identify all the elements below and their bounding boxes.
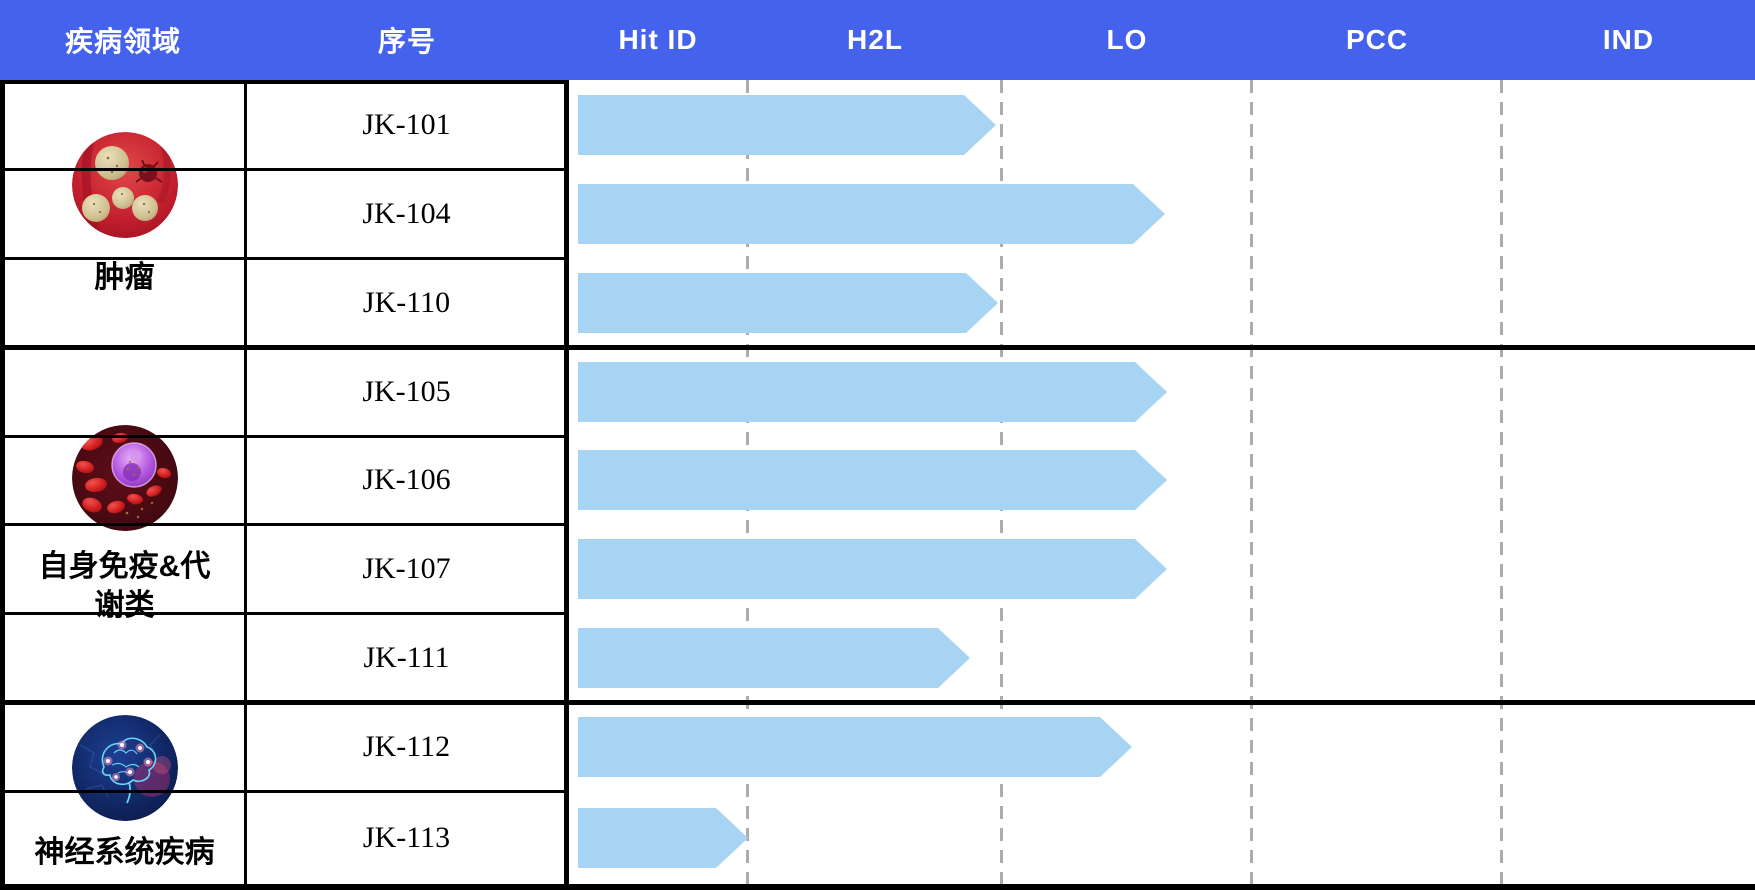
brain-neurons-image: [71, 715, 178, 821]
table-top-border: [0, 80, 569, 84]
program-id-cell: JK-104: [362, 196, 451, 230]
cancer-cells-image: [71, 132, 178, 238]
pipeline-progress-arrow: [578, 450, 1167, 510]
row-separator-line: [0, 790, 569, 793]
pipeline-progress-arrow: [578, 184, 1165, 244]
disease-group-autoimmune-metabolic: 自身免疫&代谢类: [5, 352, 244, 698]
row-separator-line: [0, 435, 569, 438]
cancer-cells-photo: [71, 132, 178, 238]
pipeline-progress-arrow: [578, 362, 1167, 422]
stage-gridline: [1500, 80, 1503, 884]
header-serial-number: 序号: [377, 26, 436, 57]
row-separator-line: [0, 523, 569, 526]
program-id-cell: JK-107: [362, 551, 451, 585]
column-divider-line: [564, 80, 569, 890]
header-stage-pcc: PCC: [1345, 24, 1409, 55]
program-id-cell: JK-112: [362, 729, 451, 763]
blood-cells-image: [71, 425, 178, 531]
brain-neurons-photo: [71, 715, 178, 821]
pipeline-progress-arrow: [578, 539, 1167, 599]
pipeline-progress-arrow: [578, 717, 1132, 777]
header-stage-hit-id: Hit ID: [618, 24, 698, 55]
row-separator-line: [0, 257, 569, 260]
blood-cells-photo: [71, 425, 178, 531]
header-stage-h2l: H2L: [847, 24, 903, 55]
program-id-cell: JK-105: [362, 374, 451, 408]
program-id-cell: JK-113: [362, 820, 451, 854]
program-id-cell: JK-101: [362, 107, 451, 141]
disease-area-label: 神经系统疾病: [34, 836, 215, 869]
stage-gridline: [1250, 80, 1253, 884]
pipeline-progress-arrow: [578, 808, 748, 868]
disease-area-label: 自身免疫&代谢类: [38, 550, 211, 622]
disease-area-label: 肿瘤: [94, 261, 155, 294]
program-id-cell: JK-110: [362, 285, 451, 319]
column-divider-line: [244, 80, 247, 890]
group-separator-line: [0, 700, 1755, 705]
pipeline-progress-arrow: [578, 273, 998, 333]
table-bottom-border: [0, 884, 1755, 890]
group-separator-line: [0, 345, 1755, 350]
table-left-border: [0, 80, 5, 890]
disease-group-oncology: 肿瘤: [5, 84, 244, 345]
header-stage-lo: LO: [1106, 24, 1148, 55]
pipeline-progress-arrow: [578, 95, 996, 155]
program-id-cell: JK-106: [362, 463, 451, 496]
disease-group-neurological: 神经系统疾病: [5, 705, 244, 882]
row-separator-line: [0, 168, 569, 171]
header-stage-ind: IND: [1602, 24, 1655, 55]
pipeline-progress-arrow: [578, 628, 970, 688]
header-disease-area: 疾病领域: [64, 26, 181, 57]
row-separator-line: [0, 612, 569, 615]
table-header-row: 疾病领域 序号 Hit ID H2L LO PCC IND: [0, 0, 1755, 80]
program-id-cell: JK-111: [363, 640, 450, 674]
